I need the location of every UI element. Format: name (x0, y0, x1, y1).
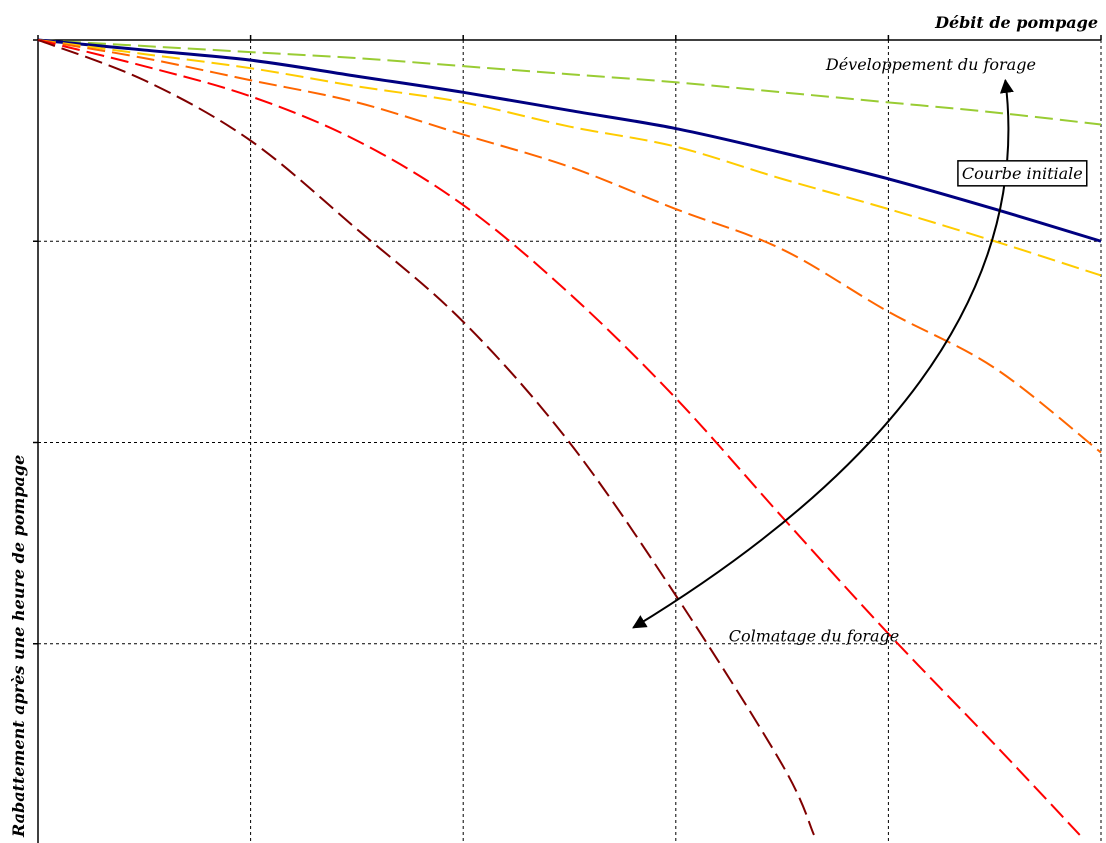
annotation-box-1 (957, 160, 1088, 187)
annotation-2: Colmatage du forage (729, 627, 900, 646)
annotations: Développement du forage Courbe initiale Co… (632, 55, 1088, 646)
series-line-3 (37, 39, 1102, 454)
y-axis-label: Rabattement après une heure de pompage (9, 455, 28, 838)
series-line-2 (37, 39, 1102, 277)
series-line-5 (37, 39, 815, 836)
x-axis-label: Débit de pompage (934, 13, 1098, 32)
series-line-4 (37, 39, 1081, 836)
series-lines (37, 38, 1102, 836)
annotation-0: Développement du forage (825, 55, 1036, 74)
axes (33, 35, 1102, 843)
annotation-1: Courbe initiale (962, 164, 1083, 183)
